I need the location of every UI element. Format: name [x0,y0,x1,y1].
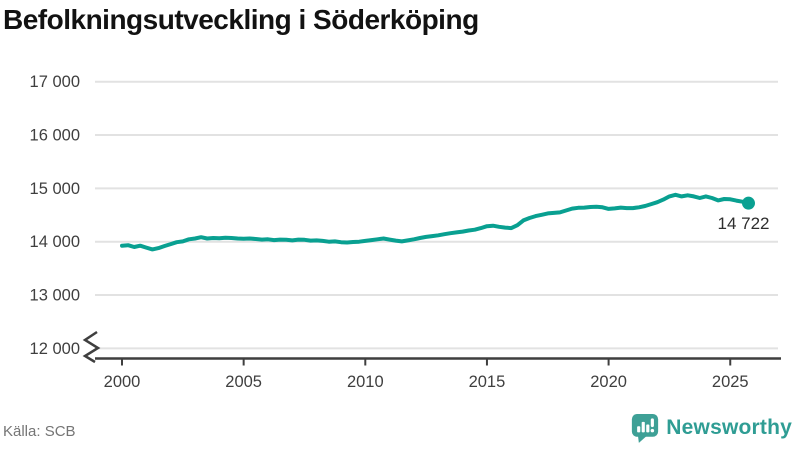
data-series: 14 722 [120,192,769,252]
x-tick-label: 2020 [590,373,627,391]
exclamation-bar [651,418,655,428]
end-point-marker [741,196,755,210]
gridlines [95,80,778,350]
brand-name: Newsworthy [666,416,792,439]
y-tick-label: 17 000 [30,73,80,91]
x-tick-label: 2010 [347,373,384,391]
y-tick-label: 16 000 [30,127,80,145]
population-line [120,192,751,252]
page-title: Befolkningsutveckling i Söderköping [3,4,479,35]
x-tick-label: 2025 [712,373,749,391]
end-value-label: 14 722 [717,214,769,233]
y-tick-label: 13 000 [30,287,80,305]
bar-1 [637,426,641,433]
newsworthy-bubble-barchart-icon [632,414,659,443]
y-axis-labels: 17 000 16 000 15 000 14 000 13 000 12 000 [30,73,80,358]
bubble-shape [632,414,659,437]
x-axis-labels: 2000 2005 2010 2015 2020 2025 [104,373,749,391]
newsworthy-logo[interactable]: Newsworthy [631,413,792,443]
bar-2 [641,421,646,433]
x-tick-label: 2015 [469,373,506,391]
y-tick-label: 15 000 [30,180,80,198]
bar-3 [646,424,650,433]
x-tick-label: 2000 [104,373,141,391]
x-tick-label: 2005 [225,373,262,391]
exclamation-dot [650,428,655,433]
source-note: Källa: SCB [3,423,76,440]
axis-break-icon [82,330,101,364]
population-line-chart: 17 000 16 000 15 000 14 000 13 000 12 000 200… [30,73,781,391]
y-tick-label: 12 000 [30,340,80,358]
y-tick-label: 14 000 [30,233,80,251]
bubble-tail [638,435,648,443]
x-axis [82,330,781,366]
